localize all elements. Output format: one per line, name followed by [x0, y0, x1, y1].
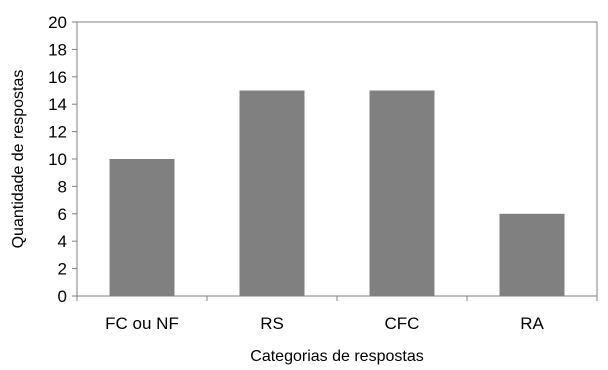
y-tick-label: 14 [48, 95, 67, 114]
y-tick-label: 20 [48, 13, 67, 32]
bar-rs [239, 90, 305, 296]
y-tick-label: 4 [58, 232, 67, 251]
y-tick-label: 8 [58, 177, 67, 196]
bar-ra [499, 213, 565, 296]
x-tick-label: RS [260, 314, 284, 333]
bar-cfc [369, 90, 435, 296]
bar-fc-ou-nf [109, 159, 175, 296]
y-tick-label: 10 [48, 150, 67, 169]
y-axis-ticks: 0 2 4 6 8 10 12 14 16 18 20 [48, 13, 77, 306]
y-tick-label: 2 [58, 260, 67, 279]
x-axis-ticks: FC ou NF RS CFC RA [76, 296, 598, 333]
y-tick-label: 6 [58, 205, 67, 224]
bars [109, 90, 565, 296]
x-axis-title: Categorias de respostas [250, 348, 423, 365]
y-tick-label: 12 [48, 123, 67, 142]
y-tick-label: 16 [48, 68, 67, 87]
x-tick-label: CFC [385, 314, 420, 333]
x-tick-label: RA [520, 314, 544, 333]
x-tick-label: FC ou NF [105, 314, 179, 333]
y-tick-label: 0 [58, 287, 67, 306]
y-tick-label: 18 [48, 40, 67, 59]
y-axis-title: Quantidade de respostas [10, 70, 27, 249]
